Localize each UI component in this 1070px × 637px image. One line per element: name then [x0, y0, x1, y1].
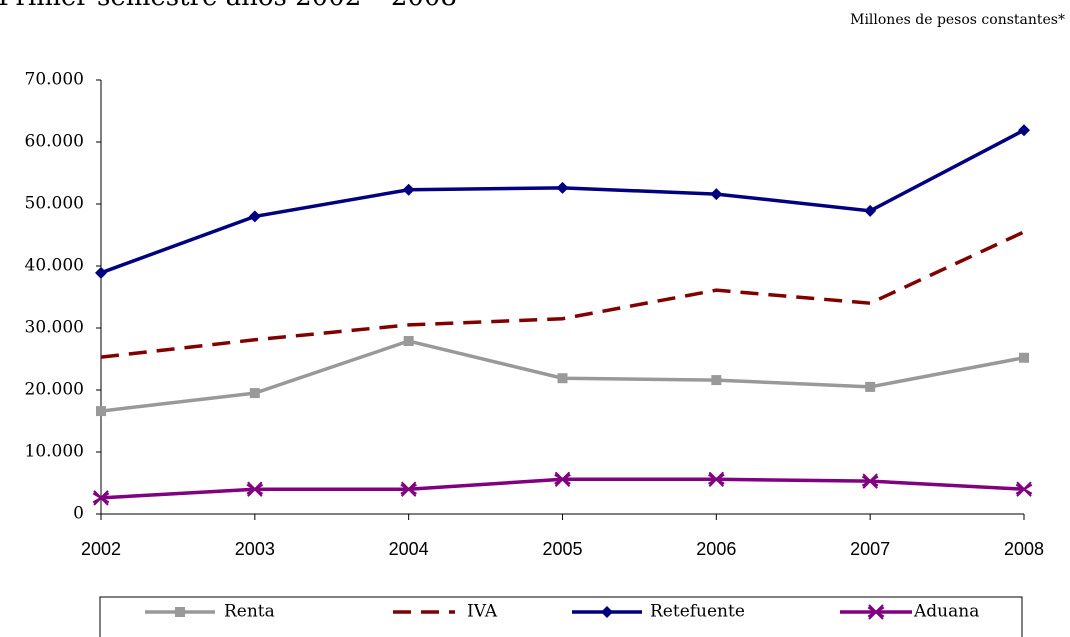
- x-tick-label: 2005: [542, 539, 582, 559]
- legend-marker: [175, 607, 185, 617]
- y-tick-label: 20.000: [25, 380, 84, 400]
- legend-label: IVA: [467, 602, 498, 622]
- data-point: [1019, 352, 1029, 363]
- y-tick-label: 10.000: [25, 442, 84, 462]
- x-tick-label: 2002: [81, 539, 121, 559]
- x-tick-label: 2004: [389, 539, 429, 559]
- legend-label: Retefuente: [650, 602, 745, 622]
- data-point: [864, 204, 877, 217]
- data-point: [400, 481, 417, 497]
- data-point: [95, 266, 107, 279]
- chart-title: Primer semestre años 2002 – 2008: [0, 0, 457, 12]
- data-point: [403, 336, 414, 347]
- x-tick-label: 2007: [850, 539, 890, 559]
- y-tick-label: 30.000: [25, 318, 84, 338]
- y-tick-label: 40.000: [25, 256, 84, 276]
- legend-label: Renta: [224, 602, 275, 622]
- y-tick-label: 50.000: [25, 194, 84, 214]
- legend-marker: [601, 606, 613, 618]
- x-tick-label: 2003: [235, 539, 275, 559]
- series-line: [100, 128, 1025, 275]
- data-point: [711, 375, 722, 386]
- data-point: [246, 481, 264, 497]
- legend-marker: [867, 604, 885, 620]
- series-line: [100, 477, 1025, 500]
- data-point: [92, 490, 110, 506]
- data-point: [248, 210, 261, 223]
- y-tick-label: 60.000: [25, 132, 84, 152]
- data-point: [710, 188, 723, 201]
- legend-label: Aduana: [913, 602, 979, 622]
- data-point: [96, 406, 106, 417]
- data-point: [556, 181, 569, 194]
- legend-box: [99, 596, 1023, 637]
- data-point: [865, 381, 876, 392]
- x-tick-label: 2008: [1004, 539, 1044, 559]
- series-line: [100, 230, 1025, 359]
- chart-subtitle: Millones de pesos constantes*: [850, 12, 1065, 28]
- data-point: [402, 183, 415, 196]
- y-tick-label: 0: [73, 504, 84, 524]
- data-point: [554, 471, 571, 487]
- y-tick-label: 70.000: [25, 70, 84, 90]
- data-point: [861, 473, 879, 489]
- data-point: [249, 388, 260, 399]
- data-point: [1015, 481, 1033, 497]
- data-point: [708, 471, 725, 487]
- data-point: [557, 373, 568, 384]
- data-point: [1018, 124, 1030, 137]
- x-tick-label: 2006: [696, 539, 736, 559]
